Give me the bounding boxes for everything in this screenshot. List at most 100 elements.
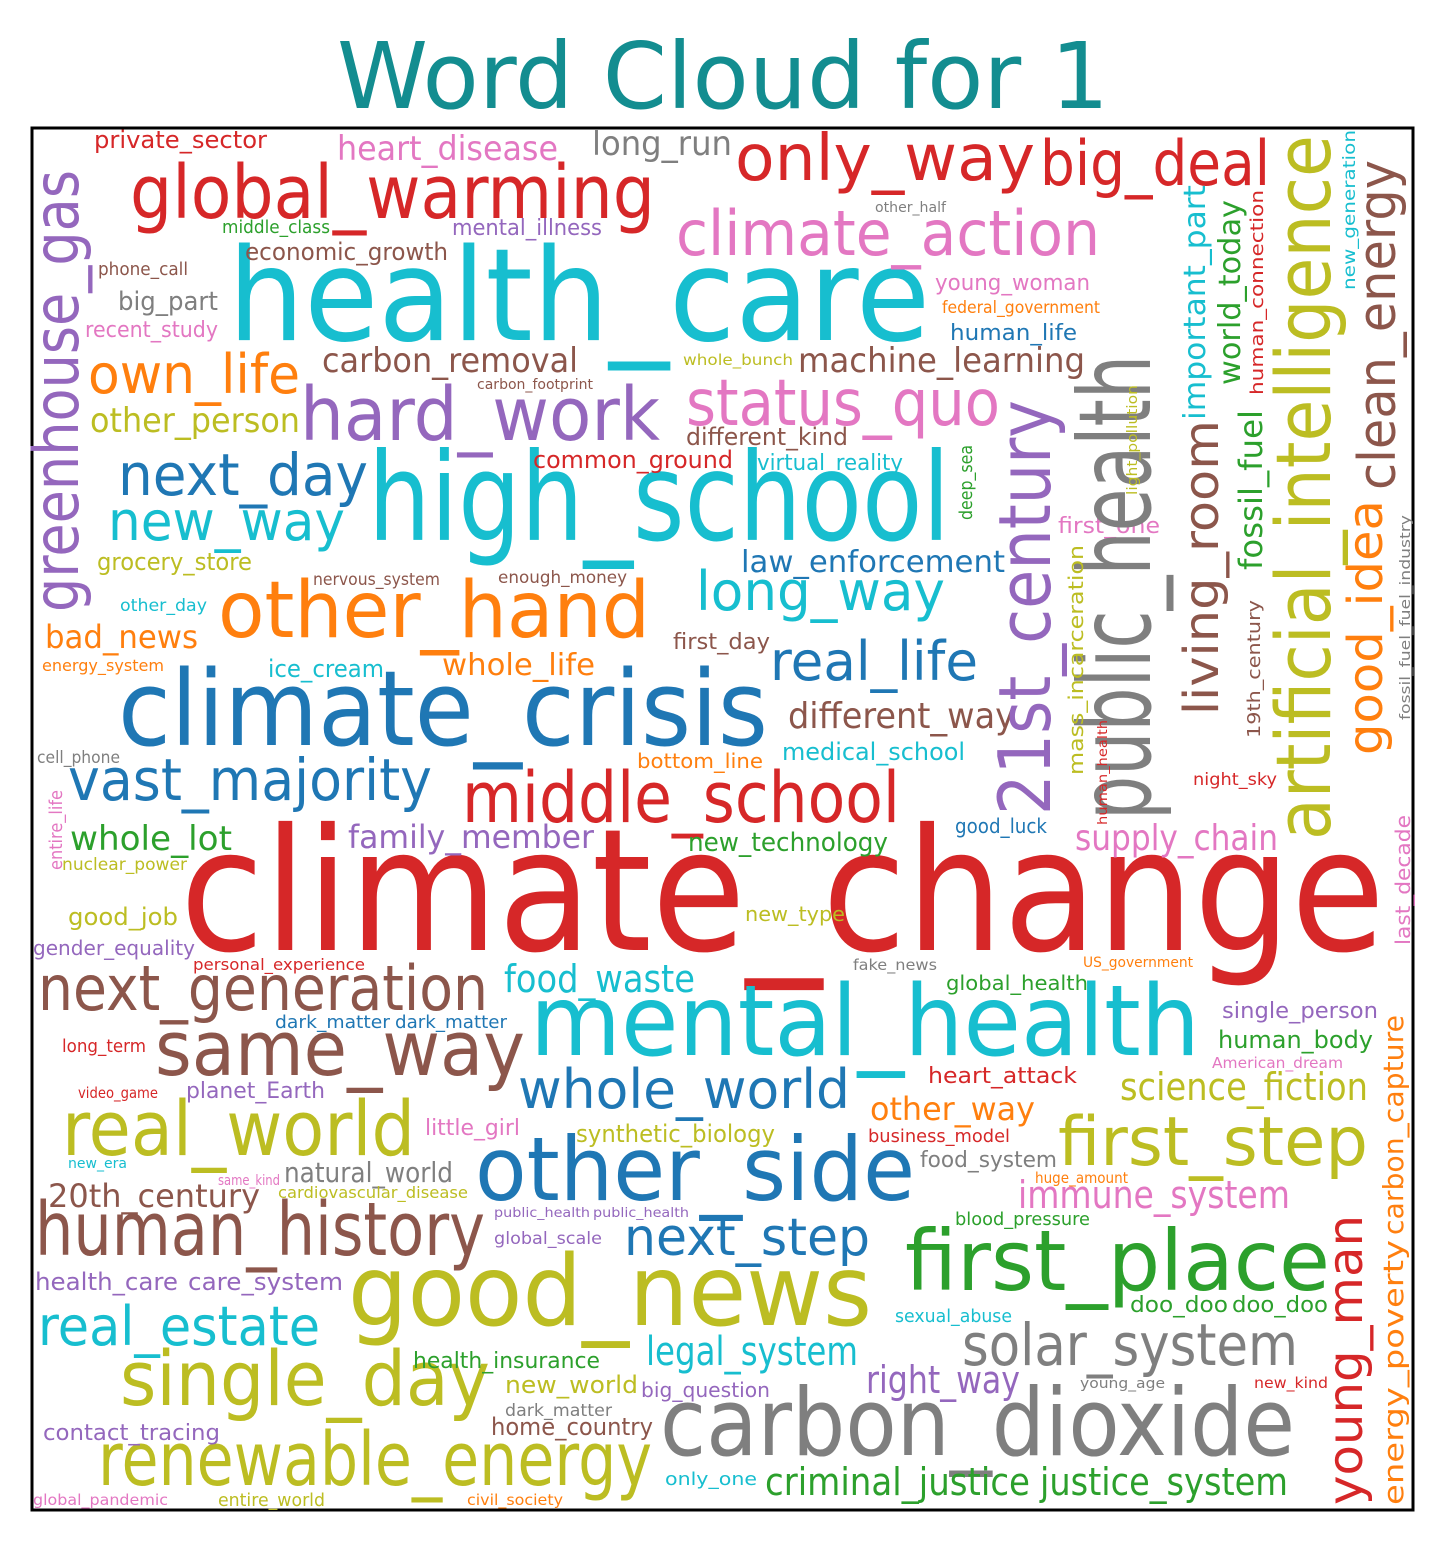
word: first_step (1058, 1103, 1368, 1182)
word: other_half (875, 200, 947, 216)
word: American_dream (1212, 1054, 1343, 1073)
word: different_way (788, 696, 1015, 737)
word: same_way (155, 1004, 525, 1093)
word: global_pandemic (33, 1491, 168, 1510)
word: artificial_intelligence (1259, 135, 1348, 840)
word: common_ground (533, 446, 733, 474)
word: nuclear_power (62, 855, 187, 875)
word: public_health (1057, 355, 1174, 820)
word: other_day (120, 596, 207, 616)
word: other_person (90, 401, 300, 441)
word: civil_society (467, 1491, 563, 1510)
word: different_kind (686, 423, 848, 451)
word: public_health (593, 1206, 689, 1221)
word: same_kind (218, 1173, 280, 1189)
word: bad_news (45, 618, 198, 656)
word: new_technology (688, 828, 888, 858)
word: global_health (946, 971, 1088, 995)
word: doo_doo (1130, 1293, 1228, 1318)
word: dark_matter (275, 1012, 391, 1033)
word: renewable_energy (98, 1417, 652, 1503)
word: young_man (1318, 1215, 1374, 1505)
word: fossil_fuel_fuel_industry (1398, 515, 1414, 720)
word: health_care (228, 222, 930, 371)
word: global_warming (130, 150, 655, 236)
word: good_idea (1338, 500, 1394, 755)
word: deep_sea (956, 445, 977, 520)
word: human_health (1096, 720, 1111, 825)
word: science_fiction (1120, 1065, 1368, 1109)
word: video_game (78, 1084, 158, 1103)
word: carbon_dioxide (660, 1369, 1295, 1478)
word: light_pollution (1125, 385, 1141, 495)
word: first_one (1058, 514, 1160, 539)
word: legal_system (646, 1329, 858, 1375)
word: real_estate (38, 1295, 320, 1358)
word: other_side (475, 1118, 915, 1221)
word: middle_class (222, 217, 330, 238)
word: little_girl (425, 1116, 520, 1141)
word: good_luck (955, 814, 1047, 838)
word: planet_Earth (186, 1079, 325, 1104)
word: supply_chain (1075, 818, 1278, 859)
word: good_news (348, 1235, 872, 1349)
word: US_government (1083, 955, 1194, 971)
word: 20th_century (48, 1177, 260, 1215)
word: young_woman (935, 271, 1090, 296)
word: contact_tracing (43, 1421, 220, 1446)
word: human_history (35, 1187, 485, 1273)
word: right_way (866, 1358, 1020, 1402)
word: climate_change (180, 793, 1385, 991)
word-cloud: climate_changehealth_carehigh_schoolclim… (20, 122, 1415, 1511)
word: human_life (950, 321, 1077, 346)
word: cell_phone (37, 748, 120, 768)
word: entire_world (218, 1490, 325, 1511)
word: other_way (870, 1090, 1035, 1128)
word: blood_pressure (955, 1209, 1090, 1230)
word: food_waste (504, 957, 695, 1001)
word: mental_health (530, 965, 1200, 1079)
word: whole_world (518, 1058, 850, 1121)
word: living_room (1174, 420, 1230, 715)
word: mass_incarceration (1064, 545, 1088, 775)
word: important_part (1178, 185, 1213, 420)
word: middle_school (462, 757, 900, 839)
word: fake_news (853, 956, 937, 975)
word: new_world (505, 1371, 638, 1399)
word: single_day (120, 1334, 490, 1423)
word: whole_life (442, 648, 595, 683)
word: single_person (1222, 999, 1378, 1024)
word: health_insurance (413, 1349, 600, 1374)
word: only_one (665, 1469, 757, 1490)
word: law_enforcement (741, 545, 1005, 580)
chart-title: Word Cloud for 1 (337, 23, 1109, 130)
word: gender_equality (33, 936, 195, 960)
word: real_life (770, 630, 978, 693)
word: other_hand (218, 566, 650, 656)
word: synthetic_biology (576, 1120, 775, 1148)
word: food_system (920, 1148, 1057, 1173)
word: ice_cream (268, 655, 384, 683)
word: energy_system (42, 656, 164, 676)
word: heart_attack (928, 1064, 1077, 1089)
word: family_member (348, 818, 595, 856)
word: carbon_footprint (477, 377, 593, 393)
word: high_school (368, 427, 950, 569)
word: hard_work (300, 372, 660, 458)
word: doo_doo (1232, 1293, 1328, 1318)
word: solar_system (962, 1311, 1298, 1379)
frame (30, 126, 1415, 1512)
word: economic_growth (245, 238, 448, 266)
word: long_term (62, 1036, 146, 1057)
word: federal_government (942, 298, 1100, 318)
word: big_part (118, 287, 218, 317)
word: 21st_century (983, 400, 1067, 815)
word: next_step (624, 1208, 870, 1268)
word: last_decade (1391, 815, 1415, 945)
word: business_model (868, 1126, 1010, 1147)
word: enough_money (498, 568, 627, 588)
word: phone_call (98, 259, 188, 280)
word: big_deal (1040, 127, 1270, 200)
word: good_job (68, 903, 178, 931)
word: dark_matter (395, 1012, 508, 1033)
